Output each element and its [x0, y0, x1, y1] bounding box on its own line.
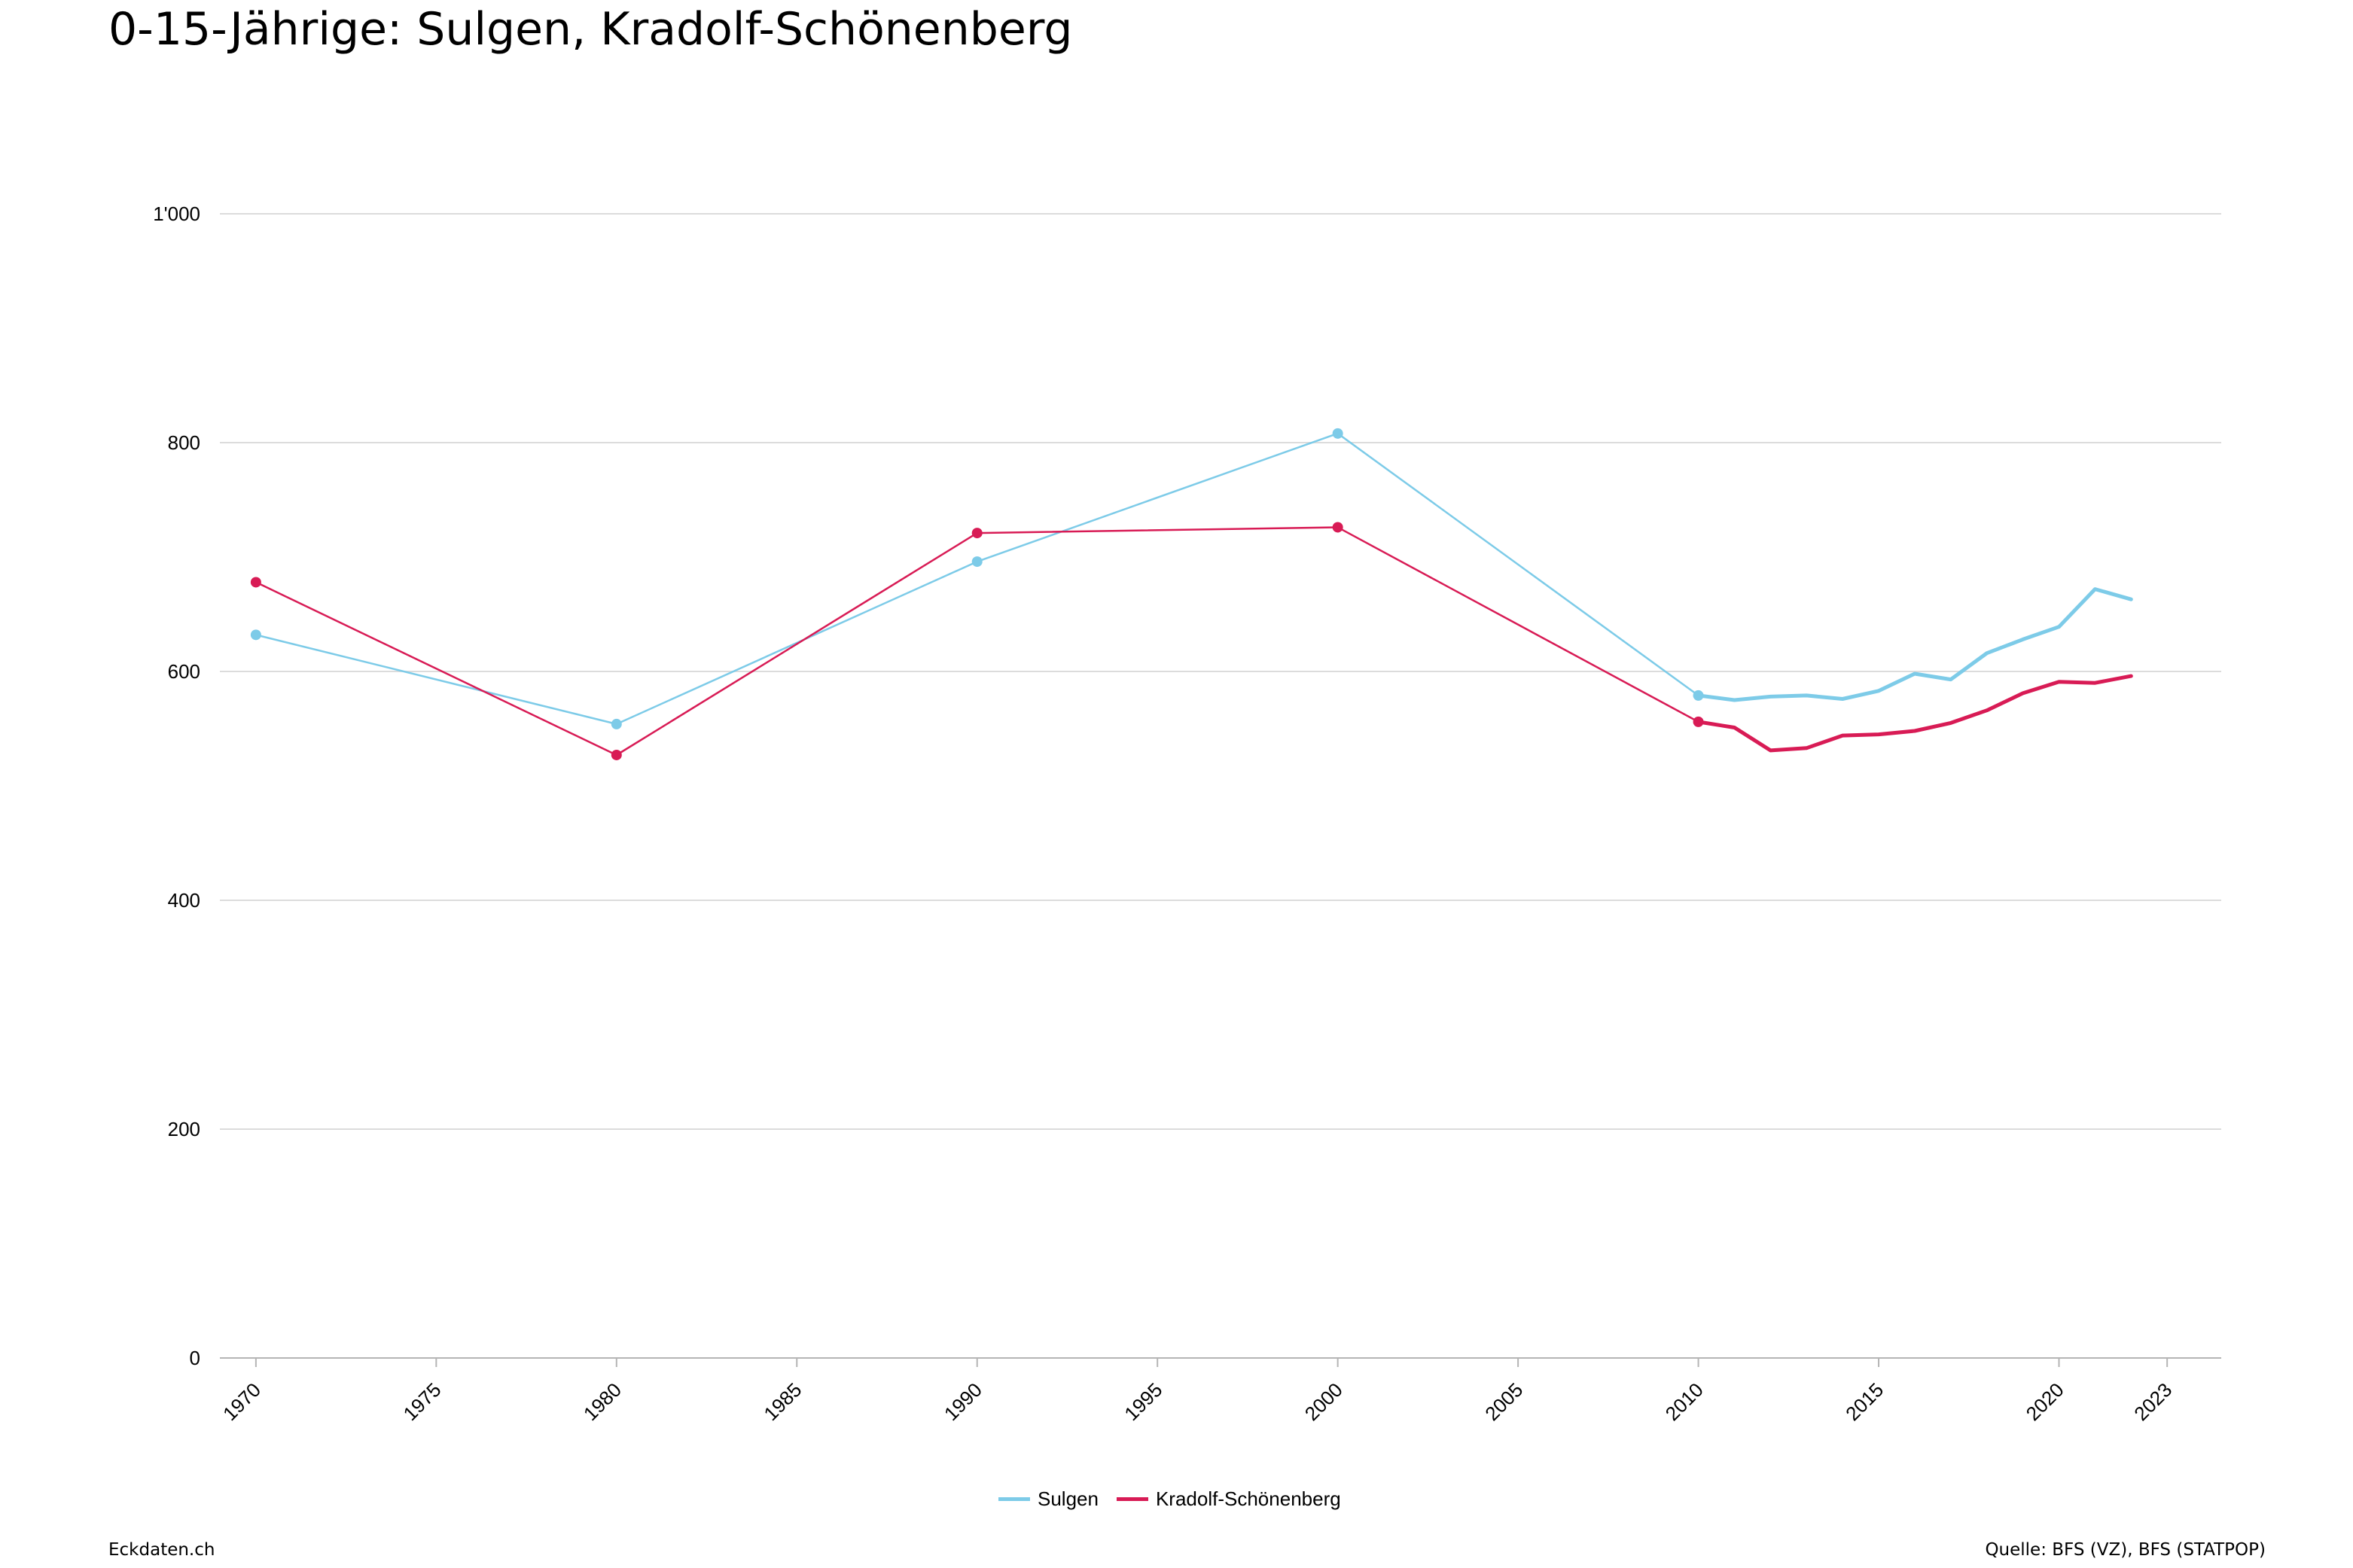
legend-label-kradolf-schoenenberg: Kradolf-Schönenberg: [1155, 1487, 1341, 1510]
data-point-kradolf-schoenenberg-1980[interactable]: [611, 749, 622, 760]
data-point-sulgen-1990[interactable]: [971, 556, 983, 568]
data-point-kradolf-schoenenberg-1990[interactable]: [971, 528, 983, 539]
x-tick-label: 1970: [218, 1378, 265, 1425]
legend-item-kradolf-schoenenberg[interactable]: Kradolf-Schönenberg: [1116, 1487, 1341, 1511]
data-point-kradolf-schoenenberg-2010[interactable]: [1693, 716, 1704, 727]
data-point-sulgen-1970[interactable]: [250, 629, 261, 641]
data-point-sulgen-2000[interactable]: [1332, 428, 1343, 439]
series-sulgen: [250, 428, 2133, 729]
legend-swatch-kradolf-schoenenberg: [1116, 1497, 1148, 1501]
legend-item-sulgen[interactable]: Sulgen: [998, 1487, 1099, 1511]
x-tick-label: 2023: [2129, 1378, 2176, 1425]
grid-lines: [220, 213, 2221, 1359]
series-group: [250, 428, 2133, 760]
x-tick-label: 2010: [1661, 1378, 1708, 1425]
footer-source: Quelle: BFS (VZ), BFS (STATPOP): [1985, 1540, 2266, 1560]
y-tick-label: 800: [168, 431, 200, 454]
x-tick-label: 1975: [398, 1378, 445, 1425]
series-line-thick-sulgen: [1696, 587, 2133, 702]
x-tick-label: 2020: [2022, 1378, 2068, 1425]
footer-brand: Eckdaten.ch: [108, 1540, 215, 1560]
chart-title: 0-15-Jährige: Sulgen, Kradolf-Schönenber…: [108, 3, 1073, 56]
x-tick-label: 1985: [759, 1378, 806, 1425]
y-tick-label: 0: [190, 1347, 200, 1369]
legend-label-sulgen: Sulgen: [1038, 1487, 1099, 1510]
x-tick-label: 1990: [940, 1378, 986, 1425]
x-tick-label: 2005: [1480, 1378, 1527, 1425]
legend: Sulgen Kradolf-Schönenberg: [998, 1487, 1359, 1511]
x-tick-label: 1995: [1120, 1378, 1166, 1425]
x-tick-label: 2015: [1841, 1378, 1888, 1425]
y-tick-label: 200: [168, 1118, 200, 1140]
data-point-sulgen-1980[interactable]: [611, 718, 622, 729]
y-tick-label: 600: [168, 660, 200, 683]
x-tick-label: 2000: [1300, 1378, 1347, 1425]
y-tick-label: 1'000: [153, 202, 200, 225]
data-point-kradolf-schoenenberg-1970[interactable]: [250, 577, 261, 588]
series-kradolf-schoenenberg: [250, 522, 2133, 760]
series-line-thin-sulgen: [255, 432, 1699, 726]
x-tick-label: 1980: [579, 1378, 626, 1425]
data-point-kradolf-schoenenberg-2000[interactable]: [1332, 522, 1343, 533]
legend-swatch-sulgen: [998, 1497, 1030, 1501]
y-tick-label: 400: [168, 889, 200, 912]
y-axis: 0 200 400 600 800 1'000: [153, 202, 200, 1369]
x-axis: 1970 1975 1980 1985 1990 1995 2000 2005 2010 2015…: [218, 1358, 2176, 1425]
series-line-thick-kradolf-schoenenberg: [1696, 674, 2133, 753]
data-point-sulgen-2010[interactable]: [1693, 690, 1704, 701]
